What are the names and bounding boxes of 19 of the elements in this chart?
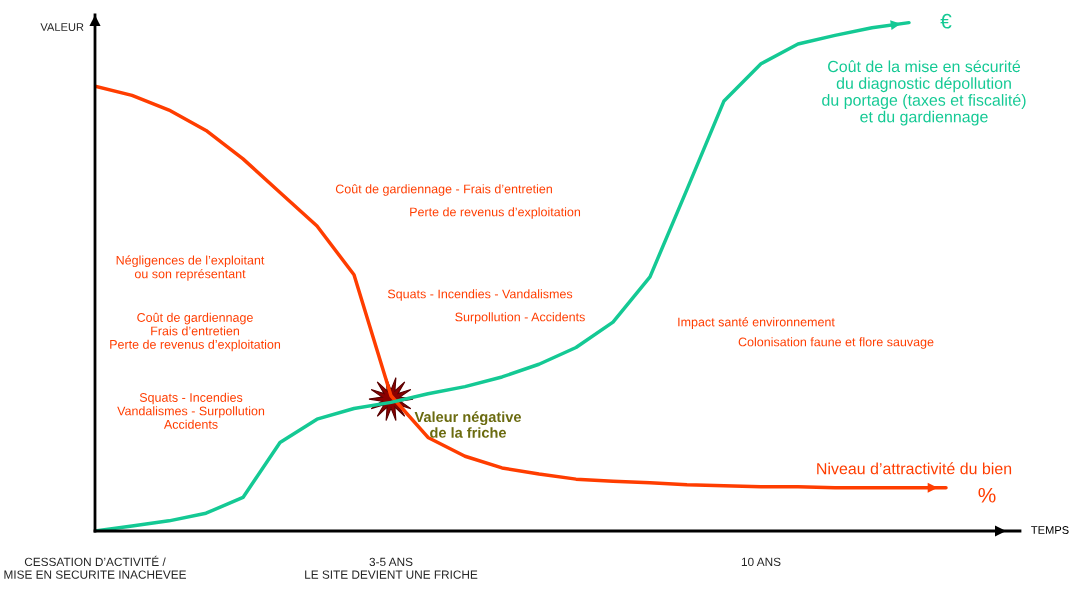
x-tick-label: 10 ANS bbox=[741, 557, 781, 567]
annotation: Valeur négative de la friche bbox=[414, 411, 522, 438]
series-label: Niveau d’attractivité du bien bbox=[817, 462, 1012, 475]
y-axis-title: VALEUR bbox=[40, 23, 84, 31]
annotation: Négligences de l’exploitant ou son représentant bbox=[116, 255, 265, 281]
annotation: Perte de revenus d’exploitation bbox=[410, 207, 581, 219]
x-tick-label: 3-5 ANS LE SITE DEVIENT UNE FRICHE bbox=[305, 557, 478, 579]
annotation: Impact santé environnement bbox=[678, 317, 835, 329]
annotation: Colonisation faune et flore sauvage bbox=[738, 337, 934, 349]
x-tick-label: CESSATION D’ACTIVITÉ / MISE EN SECURITE INACHEVEE bbox=[4, 555, 186, 579]
annotation: Squats - Incendies Vandalismes - Surpollution Accidents bbox=[117, 392, 265, 429]
annotation: Squats - Incendies - Vandalismes bbox=[387, 289, 573, 301]
text: % bbox=[978, 487, 996, 503]
text: TEMPS bbox=[1031, 526, 1069, 534]
annotation: Coût de gardiennage Frais d’entretien Perte de revenus d’exploitation bbox=[110, 312, 281, 352]
series-label: Coût de la mise en sécurité du diagnostic dépollution du portage (taxes et fiscalité) et du gardiennage bbox=[822, 60, 1026, 126]
annotation: Coût de gardiennage - Frais d’entretien bbox=[335, 184, 552, 196]
annotation: Surpollution - Accidents bbox=[455, 312, 585, 324]
annotation: € bbox=[940, 13, 952, 29]
